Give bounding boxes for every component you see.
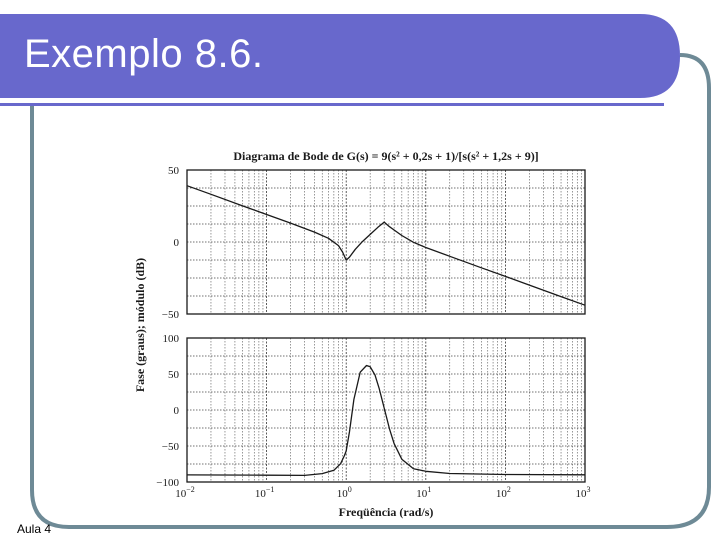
x-tick-label: 10−1 (255, 485, 275, 500)
plot-frame-magnitude (186, 169, 586, 315)
y-tick-label: −50 (162, 441, 180, 453)
x-tick-label: 10−2 (175, 485, 195, 500)
y-tick-label: 100 (163, 333, 180, 345)
footer-text: Aula 4 (17, 522, 52, 536)
x-tick-label: 101 (416, 485, 431, 500)
x-tick-label: 102 (496, 485, 511, 500)
grid (186, 170, 586, 482)
curve-phase (186, 364, 586, 477)
plot-frames (186, 169, 586, 483)
chart-title: Diagrama de Bode de G(s) = 9(s² + 0,2s +… (233, 149, 538, 163)
x-axis-label: Freqüência (rad/s) (339, 505, 434, 519)
banner-underline (0, 103, 664, 106)
y-tick-label: −100 (156, 477, 179, 489)
y-tick-label: −50 (162, 309, 180, 321)
curve-magnitude (186, 185, 586, 306)
title-banner (0, 14, 680, 98)
y-tick-label: 0 (174, 405, 180, 417)
x-tick-label: 100 (337, 485, 352, 500)
curves (186, 185, 586, 477)
y-tick-label: 50 (168, 165, 180, 177)
plot-frame-phase (186, 337, 586, 483)
slide-border (30, 53, 711, 529)
y-axis-label: Fase (graus); módulo (dB) (133, 258, 147, 392)
y-tick-label: 50 (168, 369, 180, 381)
slide-title: Exemplo 8.6. (24, 32, 264, 76)
x-tick-label: 103 (576, 485, 591, 500)
banner-rule (0, 100, 664, 102)
y-tick-label: 0 (174, 237, 180, 249)
